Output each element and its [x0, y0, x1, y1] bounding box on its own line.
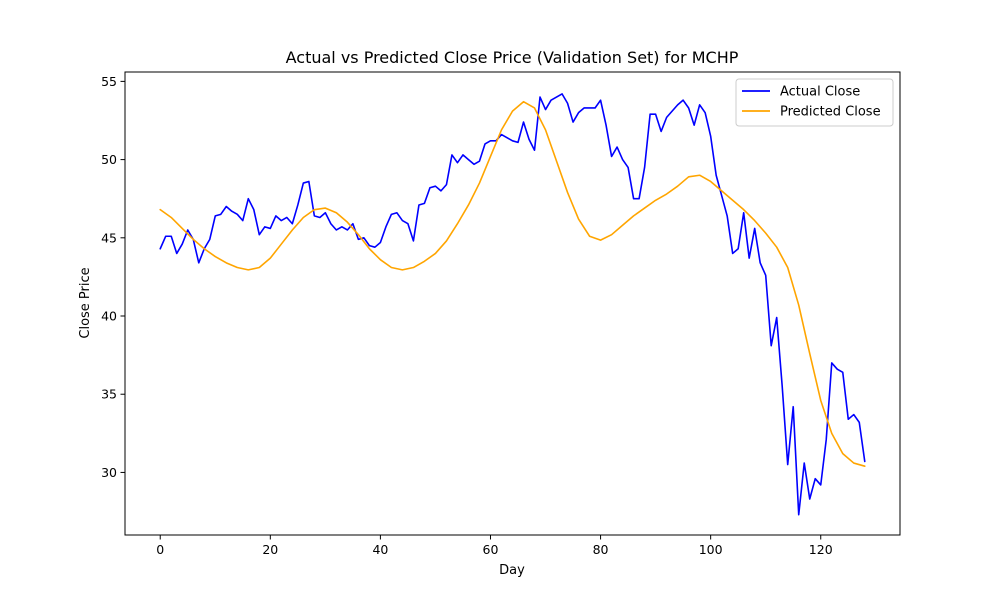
- y-tick-label: 50: [101, 152, 117, 167]
- y-axis-label: Close Price: [78, 267, 93, 338]
- x-tick-label: 40: [372, 542, 388, 557]
- plot-area: [124, 71, 901, 536]
- legend-label: Predicted Close: [780, 105, 881, 120]
- x-tick-label: 0: [156, 542, 164, 557]
- series-line-actual-close: [159, 93, 866, 516]
- x-tick-label: 100: [699, 542, 723, 557]
- x-axis: 0 20 40 60 80 100 120: [156, 535, 833, 557]
- plot-frame: [125, 72, 900, 535]
- y-tick-label: 45: [101, 230, 117, 245]
- y-axis: 30 35 40 45 50 55: [101, 74, 125, 480]
- series-line-predicted-close: [159, 100, 866, 467]
- legend: Actual Close Predicted Close: [735, 78, 894, 127]
- x-tick-label: 20: [262, 542, 278, 557]
- plot-border: [124, 71, 901, 536]
- legend-box: [735, 78, 894, 127]
- y-tick-label: 55: [101, 74, 117, 89]
- x-tick-label: 120: [809, 542, 833, 557]
- chart-title: Actual vs Predicted Close Price (Validat…: [286, 48, 739, 67]
- x-tick-label: 60: [483, 542, 499, 557]
- y-tick-label: 35: [101, 387, 117, 402]
- legend-label: Actual Close: [780, 85, 860, 100]
- y-tick-label: 30: [101, 465, 117, 480]
- series-group: [159, 93, 866, 516]
- y-tick-label: 40: [101, 309, 117, 324]
- x-tick-label: 80: [593, 542, 609, 557]
- x-axis-label: Day: [499, 563, 525, 578]
